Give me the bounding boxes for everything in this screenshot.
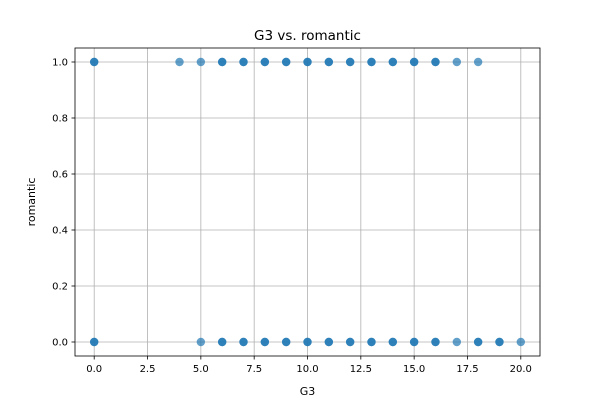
x-tick-label: 20.0 bbox=[510, 364, 532, 375]
data-point bbox=[452, 57, 462, 67]
data-point bbox=[473, 57, 483, 67]
grid-lines bbox=[75, 48, 540, 356]
axis-ticks: 0.0 2.5 5.0 7.5 10.0 12.5 15.0 17.5 20.0 0.0 0.2 0.… bbox=[52, 58, 532, 376]
data-point bbox=[516, 337, 526, 347]
data-point-dense bbox=[388, 57, 398, 67]
data-point-dense bbox=[281, 57, 291, 67]
data-point-dense bbox=[89, 337, 99, 347]
data-point bbox=[452, 337, 462, 347]
x-tick-label: 0.0 bbox=[86, 364, 102, 375]
data-point bbox=[196, 57, 206, 67]
y-tick-label: 0.0 bbox=[52, 338, 68, 349]
data-point-dense bbox=[367, 57, 376, 67]
x-tick-label: 17.5 bbox=[456, 364, 478, 375]
x-tick-label: 7.5 bbox=[246, 364, 262, 375]
data-point-dense bbox=[260, 57, 270, 67]
x-tick-label: 10.0 bbox=[296, 364, 318, 375]
data-point bbox=[175, 57, 184, 67]
x-axis-label: G3 bbox=[300, 385, 316, 398]
data-point-dense bbox=[217, 57, 227, 67]
data-point-dense bbox=[431, 337, 440, 347]
data-point-dense bbox=[345, 337, 355, 347]
y-tick-label: 1.0 bbox=[52, 58, 68, 69]
y-tick-label: 0.6 bbox=[52, 170, 68, 181]
data-point-dense bbox=[431, 57, 440, 67]
data-point-dense bbox=[303, 57, 312, 67]
data-point-dense bbox=[409, 337, 419, 347]
y-tick-label: 0.4 bbox=[52, 226, 68, 237]
data-point-dense bbox=[239, 337, 248, 347]
data-point-dense bbox=[303, 337, 312, 347]
y-tick-label: 0.2 bbox=[52, 282, 68, 293]
y-axis-label: romantic bbox=[25, 178, 38, 227]
data-point-dense bbox=[217, 337, 227, 347]
data-point-dense bbox=[495, 337, 504, 347]
data-point-dense bbox=[89, 57, 99, 67]
x-tick-label: 2.5 bbox=[140, 364, 156, 375]
data-point-dense bbox=[388, 337, 398, 347]
data-point-dense bbox=[473, 337, 483, 347]
x-tick-label: 15.0 bbox=[403, 364, 425, 375]
data-point-dense bbox=[281, 337, 291, 347]
data-point-dense bbox=[409, 57, 419, 67]
data-points bbox=[89, 57, 526, 347]
data-point-dense bbox=[260, 337, 270, 347]
x-tick-label: 5.0 bbox=[193, 364, 209, 375]
data-point-dense bbox=[239, 57, 248, 67]
data-point-dense bbox=[367, 337, 376, 347]
data-point-dense bbox=[345, 57, 355, 67]
data-point-dense bbox=[324, 57, 334, 67]
chart-title: G3 vs. romantic bbox=[254, 28, 361, 44]
y-tick-label: 0.8 bbox=[52, 114, 68, 125]
data-point-dense bbox=[324, 337, 334, 347]
data-point bbox=[196, 337, 206, 347]
x-tick-label: 12.5 bbox=[350, 364, 372, 375]
